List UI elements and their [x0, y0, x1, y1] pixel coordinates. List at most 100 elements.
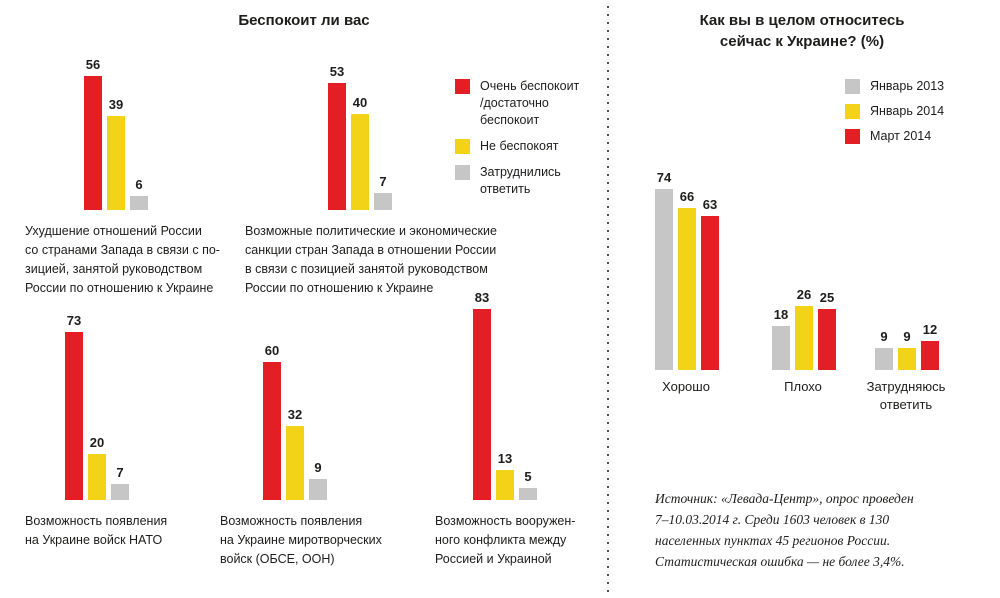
bar [772, 326, 790, 370]
bar-column: 25 [818, 290, 836, 370]
bar-value-label: 20 [89, 435, 105, 450]
legend-label-jan2014: Январь 2014 [870, 104, 945, 118]
bar-value-label: 56 [85, 57, 101, 72]
source-text: «Левада-Центр», опрос проведен 7–10.03.2… [655, 491, 914, 569]
bar-value-label: 25 [819, 290, 835, 305]
red-swatch-icon [455, 79, 470, 94]
bar-value-label: 7 [116, 465, 124, 480]
bar [701, 216, 719, 370]
bar-column: 40 [351, 95, 369, 210]
bar-value-label: 7 [379, 174, 387, 189]
yellow-swatch-icon [455, 139, 470, 154]
dotted-panel-divider [607, 6, 609, 592]
bar [496, 470, 514, 500]
bar-column: 56 [84, 57, 102, 210]
bar-column: 83 [473, 290, 491, 500]
bar [130, 196, 148, 210]
source-label: Источник: [655, 491, 718, 506]
bar-group-nato-troops: 73 20 7 [65, 285, 129, 500]
bar-column: 20 [88, 435, 106, 500]
bar-column: 9 [898, 329, 916, 370]
bar-value-label: 73 [66, 313, 82, 328]
bar-column: 26 [795, 287, 813, 370]
legend-item-jan2013: Январь 2013 [845, 78, 944, 95]
bar-column: 53 [328, 64, 346, 210]
bar-column: 18 [772, 307, 790, 370]
caption-sanctions: Возможные политические и экономические с… [245, 224, 497, 295]
category-label-bad: Плохо [784, 379, 822, 394]
bar-value-label: 9 [903, 329, 911, 344]
bar-value-label: 53 [329, 64, 345, 79]
bar-group-armed-conflict: 83 13 5 [473, 285, 537, 500]
bar [111, 484, 129, 500]
bar [328, 83, 346, 210]
gray-swatch-icon [455, 165, 470, 180]
bar-column: 63 [701, 197, 719, 370]
bar-value-label: 63 [702, 197, 718, 212]
worry-legend: Очень беспокоит /достаточно беспокоит Не… [455, 78, 579, 198]
bar-value-label: 83 [474, 290, 490, 305]
legend-label-not-worried: Не беспокоят [480, 139, 559, 153]
category-label-undecided: Затрудняюсь ответить [866, 379, 946, 412]
bar-column: 74 [655, 170, 673, 370]
bar [473, 309, 491, 500]
bar [309, 479, 327, 500]
bar-column: 12 [921, 322, 939, 370]
bar [374, 193, 392, 210]
legend-label-mar2014: Март 2014 [870, 129, 932, 143]
legend-item-worried: Очень беспокоит /достаточно беспокоит [455, 78, 579, 129]
bar [818, 309, 836, 370]
bar-column: 66 [678, 189, 696, 370]
bar-value-label: 39 [108, 97, 124, 112]
bar-value-label: 40 [352, 95, 368, 110]
gray-swatch-icon [845, 79, 860, 94]
bar-column: 60 [263, 343, 281, 500]
bar [875, 348, 893, 370]
bar-column: 6 [130, 177, 148, 210]
bar-group-undecided: 9 9 12 [875, 165, 939, 370]
bar [519, 488, 537, 500]
bar [263, 362, 281, 500]
bar [678, 208, 696, 370]
attitude-legend: Январь 2013 Январь 2014 Март 2014 [845, 78, 944, 145]
legend-label-jan2013: Январь 2013 [870, 79, 945, 93]
bar-group-bad: 18 26 25 [772, 165, 836, 370]
caption-armed-conflict: Возможность вооружен- ного конфликта меж… [435, 514, 576, 566]
bar-value-label: 5 [524, 469, 532, 484]
bar-column: 9 [875, 329, 893, 370]
bar-column: 7 [374, 174, 392, 210]
right-panel-title: Как вы в целом относитесь сейчас к Украи… [699, 12, 905, 50]
caption-peacekeepers: Возможность появления на Украине миротво… [220, 514, 382, 566]
bar-group-good: 74 66 63 [655, 165, 719, 370]
bar-group-peacekeepers: 60 32 9 [263, 285, 327, 500]
bar-value-label: 66 [679, 189, 695, 204]
legend-item-undecided: Затруднились ответить [455, 164, 579, 198]
bar [84, 76, 102, 210]
bar-value-label: 60 [264, 343, 280, 358]
bar-group-west-relations: 56 39 6 [84, 50, 148, 210]
bar-value-label: 32 [287, 407, 303, 422]
bar-value-label: 6 [135, 177, 143, 192]
bar [795, 306, 813, 370]
bar-value-label: 74 [656, 170, 672, 185]
bar-column: 5 [519, 469, 537, 500]
yellow-swatch-icon [845, 104, 860, 119]
bar [921, 341, 939, 370]
red-swatch-icon [845, 129, 860, 144]
category-label-good: Хорошо [662, 379, 710, 394]
bar-value-label: 12 [922, 322, 938, 337]
bar-column: 32 [286, 407, 304, 500]
bar-column: 7 [111, 465, 129, 500]
bar [898, 348, 916, 370]
legend-item-mar2014: Март 2014 [845, 128, 944, 145]
bar [88, 454, 106, 500]
legend-item-not-worried: Не беспокоят [455, 138, 579, 155]
bar-value-label: 13 [497, 451, 513, 466]
bar-value-label: 18 [773, 307, 789, 322]
bar [65, 332, 83, 500]
source-note: Источник: «Левада-Центр», опрос проведен… [655, 488, 980, 572]
bar [286, 426, 304, 500]
bar [351, 114, 369, 210]
bar-value-label: 26 [796, 287, 812, 302]
